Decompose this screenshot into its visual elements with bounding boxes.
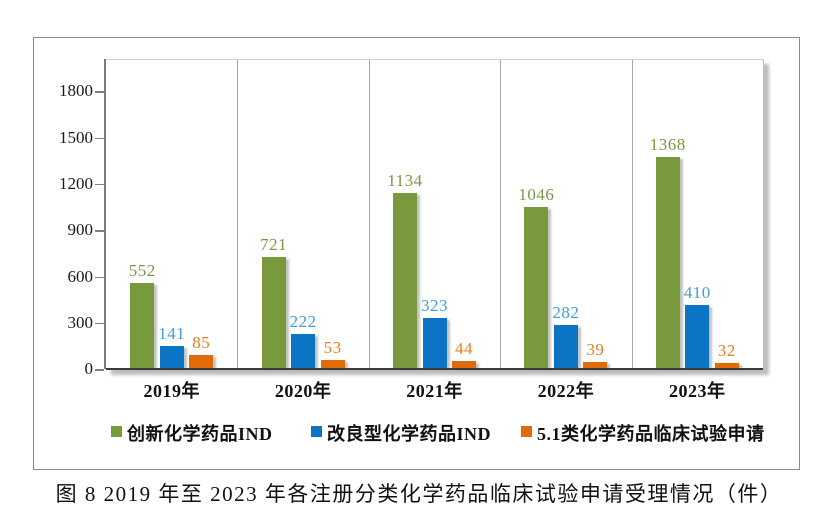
x-category-label: 2019年 <box>143 381 200 401</box>
x-category-label: 2020年 <box>274 381 332 401</box>
plot-area: 552 721 1134 1046 1368 141 222 323 282 410 85 53 44 3… <box>106 59 764 370</box>
bar <box>655 157 680 368</box>
bar-value-label: 282 <box>552 302 580 322</box>
y-tick-label: 600 <box>67 266 94 286</box>
y-tick-label: 0 <box>84 359 94 378</box>
bar <box>130 282 155 368</box>
y-tick-mark <box>95 322 104 325</box>
category-separator <box>237 60 239 370</box>
y-tick-mark <box>95 183 104 186</box>
bar-value-label: 222 <box>289 311 317 331</box>
y-tick-mark <box>95 369 104 371</box>
bar <box>189 354 214 368</box>
legend-swatch-icon <box>111 425 122 437</box>
y-tick-mark <box>95 230 104 232</box>
bar-value-label: 39 <box>586 340 605 359</box>
bar <box>422 318 447 368</box>
x-category-label: 2022年 <box>537 381 595 401</box>
bar-value-label: 53 <box>323 337 342 357</box>
bar-value-label: 410 <box>683 282 711 302</box>
y-tick-label: 1500 <box>59 127 93 147</box>
bar <box>393 193 417 368</box>
y-tick-label: 300 <box>67 312 94 332</box>
y-tick-label: 1800 <box>59 81 93 101</box>
legend-item: 创新化学药品IND <box>111 423 273 445</box>
figure-caption: 图 8 2019 年至 2023 年各注册分类化学药品临床试验申请受理情况（件） <box>55 482 783 506</box>
legend-item: 5.1类化学药品临床试验申请 <box>521 423 765 445</box>
legend-swatch-icon <box>311 425 322 437</box>
bar-value-label: 323 <box>421 296 448 316</box>
chart-frame: 552 721 1134 1046 1368 141 222 323 282 410 85 53 44 3… <box>33 37 800 470</box>
bar <box>159 346 184 368</box>
bar <box>320 359 345 368</box>
x-category-label: 2023年 <box>669 381 726 401</box>
legend-label: 5.1类化学药品临床试验申请 <box>537 424 765 444</box>
bar-value-label: 552 <box>128 260 156 280</box>
legend-label: 创新化学药品IND <box>127 424 273 444</box>
bar-value-label: 1134 <box>387 171 423 191</box>
chart-legend: 创新化学药品IND 改良型化学药品IND 5.1类化学药品临床试验申请 <box>34 423 799 445</box>
x-axis-line <box>106 368 763 370</box>
legend-swatch-icon <box>521 425 532 437</box>
bar-value-label: 141 <box>158 324 186 344</box>
bar-value-label: 85 <box>192 332 211 352</box>
bar <box>714 363 739 368</box>
y-tick-mark <box>95 137 104 140</box>
bar-value-label: 32 <box>717 341 736 361</box>
x-category-label: 2021年 <box>406 381 463 401</box>
y-tick-mark <box>95 276 104 278</box>
bar-value-label: 721 <box>260 234 288 254</box>
y-tick-mark <box>95 91 104 93</box>
legend-label: 改良型化学药品IND <box>327 424 492 444</box>
bar <box>452 361 476 368</box>
bar <box>583 362 608 368</box>
category-separator <box>368 60 370 370</box>
bar <box>261 256 286 368</box>
bar-value-label: 44 <box>455 339 473 359</box>
bar <box>524 206 549 368</box>
bar <box>291 333 316 368</box>
bar <box>553 324 578 368</box>
bar-value-label: 1046 <box>518 184 555 204</box>
y-tick-label: 900 <box>67 220 94 240</box>
y-tick-label: 1200 <box>59 173 93 193</box>
y-axis-line <box>104 59 106 369</box>
bar-value-label: 1368 <box>649 135 686 154</box>
bar <box>685 304 710 368</box>
category-separator <box>631 60 633 370</box>
category-separator <box>500 60 502 370</box>
legend-item: 改良型化学药品IND <box>311 423 491 445</box>
